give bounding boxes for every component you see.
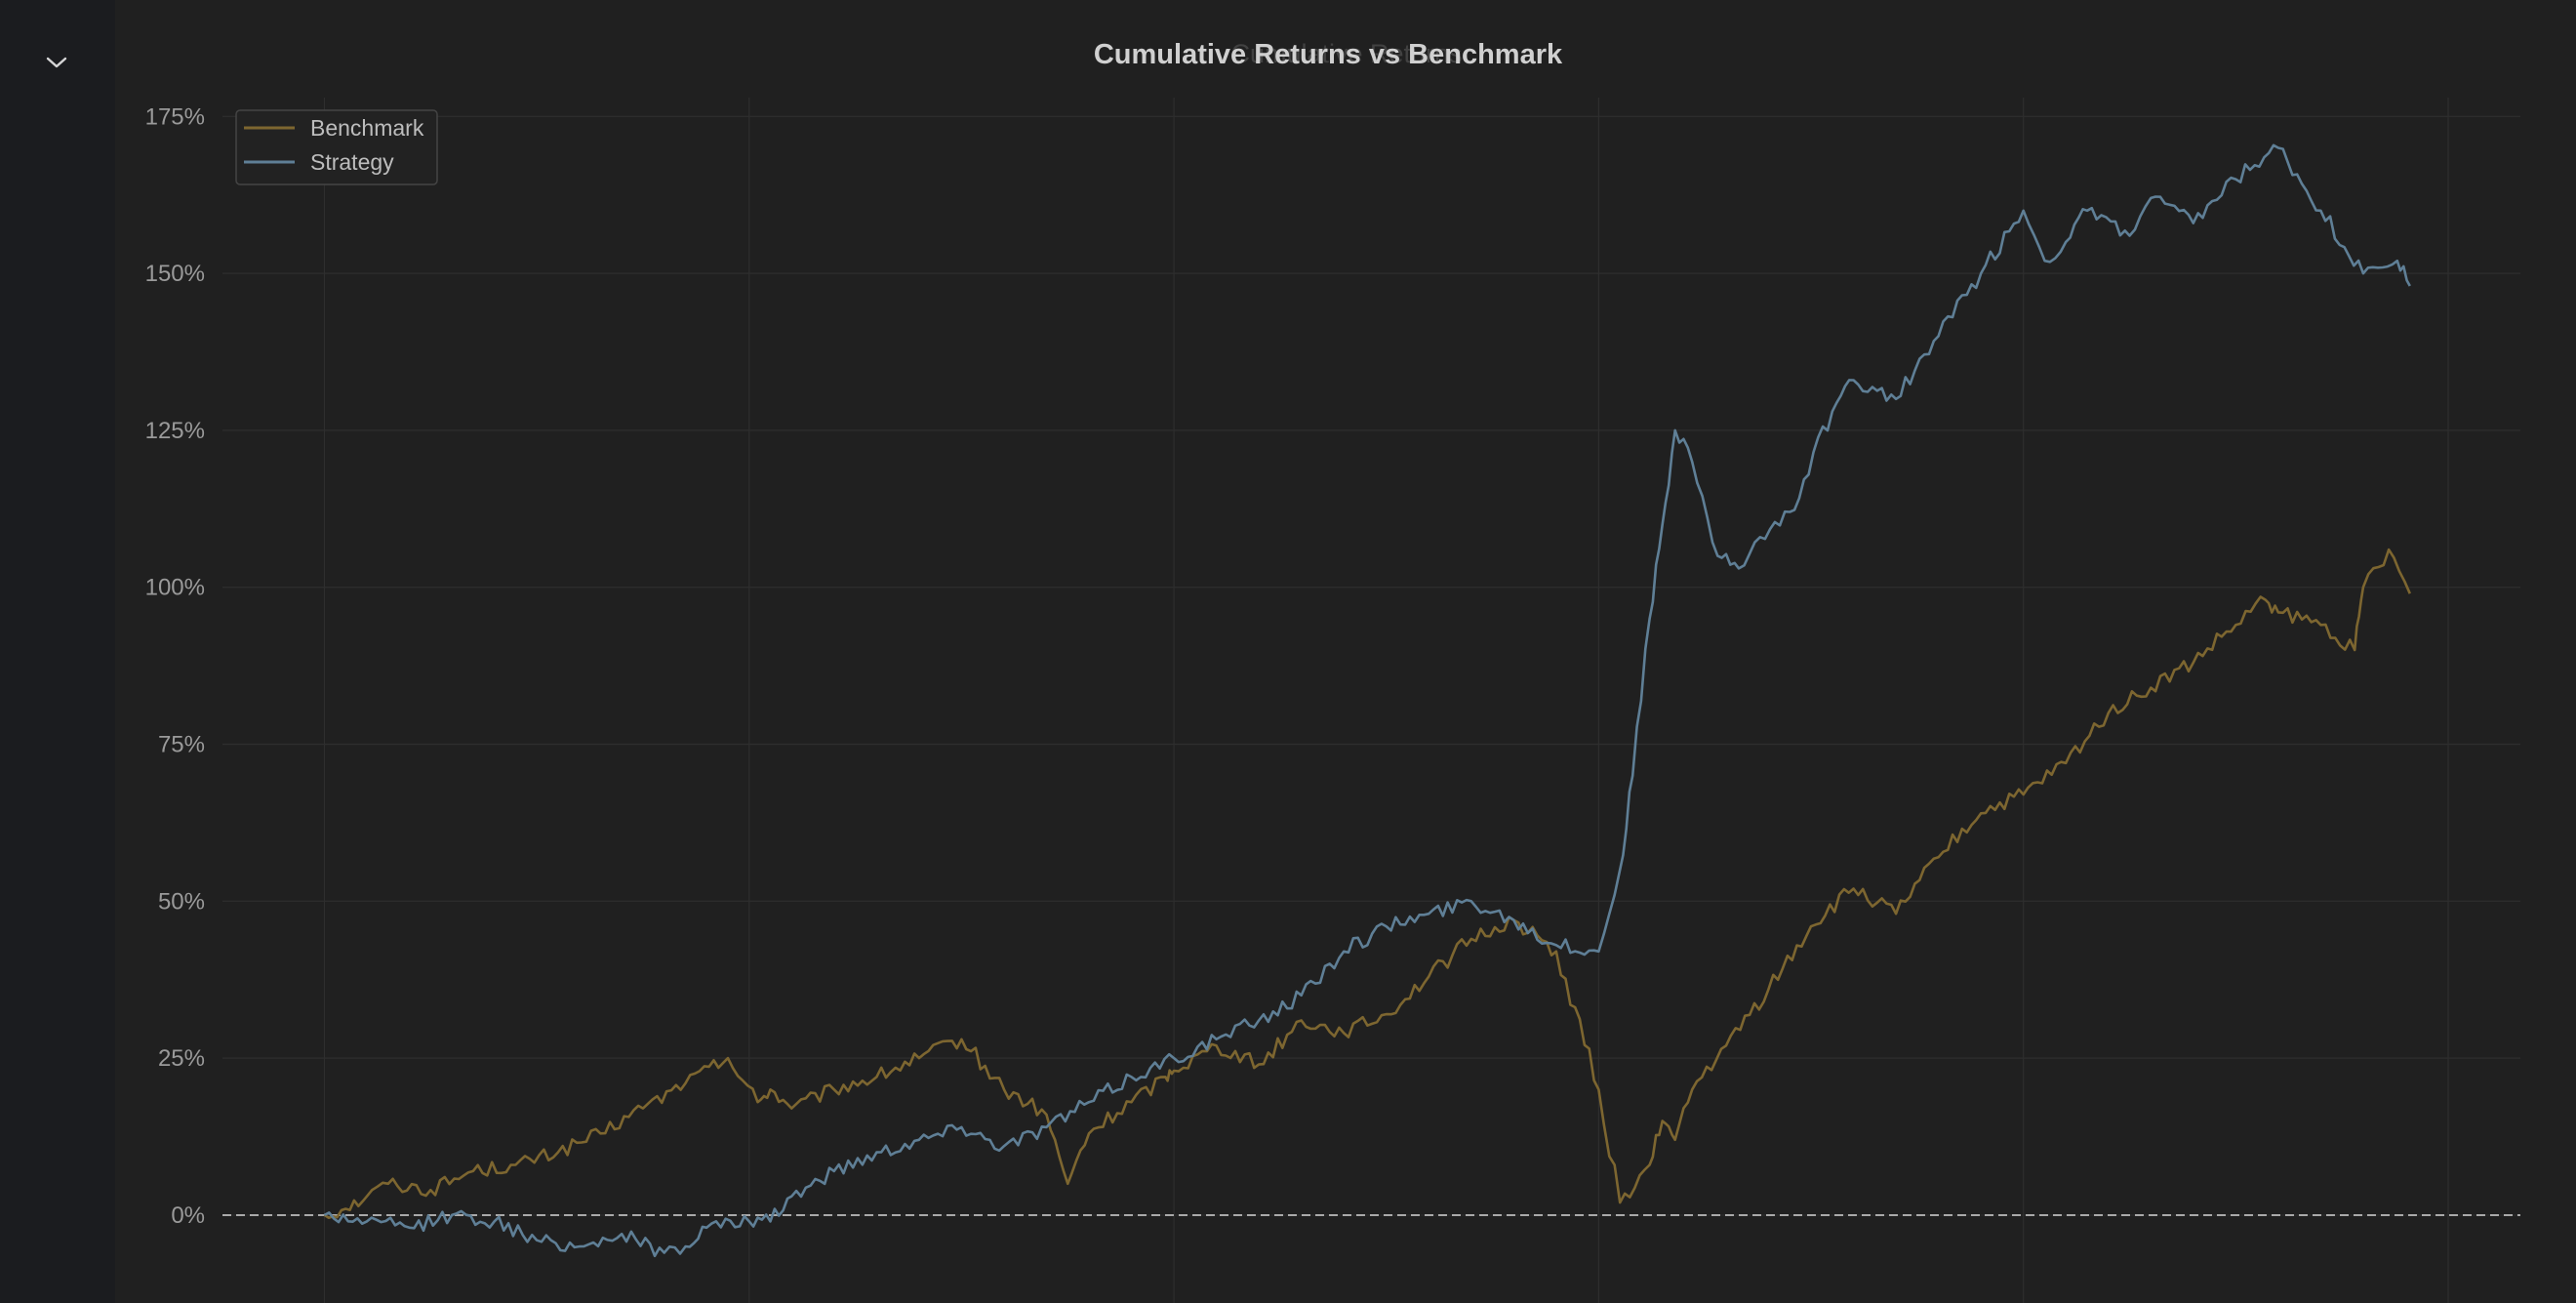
legend: Benchmark Strategy [235,109,438,185]
y-axis-ticks: 0% 25% 50% 75% 100% 125% 150% 175% [145,103,205,1229]
y-tick-label: 125% [145,418,205,444]
chevron-down-icon [46,57,67,68]
grid-layer [222,98,2520,1303]
y-tick-label: 100% [145,575,205,601]
cumulative-returns-chart: Cumulative Returns Cumulative Returns vs… [145,39,2520,1303]
y-tick-label: 175% [145,103,205,130]
y-tick-label: 75% [158,732,205,758]
chart-ghost-title: Cumulative Returns [1230,39,1462,68]
chart-title: Cumulative Returns vs Benchmark [1094,39,1563,70]
collapse-toggle-button[interactable] [35,43,78,82]
y-tick-label: 25% [158,1045,205,1072]
y-tick-label: 0% [171,1202,205,1229]
y-tick-label: 150% [145,261,205,287]
y-tick-label: 50% [158,888,205,915]
series-line-benchmark [323,548,2411,1219]
chart-panel: Cumulative Returns Cumulative Returns vs… [115,0,2576,1303]
legend-label-benchmark: Benchmark [310,115,424,141]
series-layer [323,143,2411,1258]
series-line-strategy [323,143,2411,1258]
legend-label-strategy: Strategy [310,149,394,175]
